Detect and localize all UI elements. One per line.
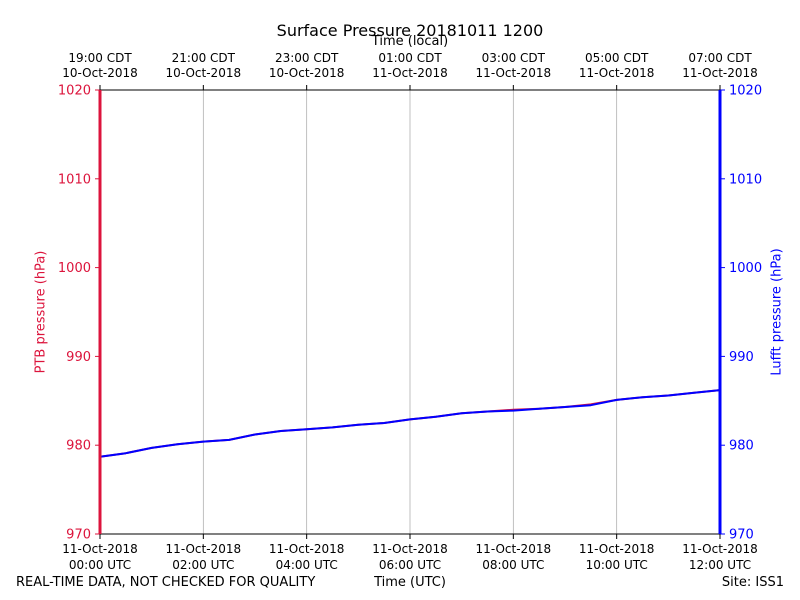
bottom-tick-date: 11-Oct-2018 <box>372 542 448 556</box>
chart-title: Surface Pressure 20181011 1200 <box>276 21 544 40</box>
bottom-tick-time: 12:00 UTC <box>689 558 751 572</box>
bottom-tick-date: 11-Oct-2018 <box>166 542 242 556</box>
x-axis-label: Time (UTC) <box>374 575 446 590</box>
quality-note: REAL-TIME DATA, NOT CHECKED FOR QUALITY <box>16 575 316 590</box>
top-tick-time: 07:00 CDT <box>688 51 752 65</box>
bottom-tick-time: 10:00 UTC <box>586 558 648 572</box>
top-tick-date: 10-Oct-2018 <box>166 66 242 80</box>
tick-labels: 970 970 980 980 990 990 1000 1000 1010 1010 1020 10… <box>58 51 762 572</box>
series-line-lufft <box>99 389 721 458</box>
grid-lines <box>202 90 618 534</box>
right-y-tick-label: 1000 <box>729 261 762 276</box>
right-y-axis-label: Lufft pressure (hPa) <box>769 248 785 376</box>
right-y-tick-label: 970 <box>729 528 754 543</box>
top-axis-label: Time (local) <box>371 34 449 49</box>
bottom-tick-time: 00:00 UTC <box>69 558 131 572</box>
right-y-tick-label: 1010 <box>729 172 762 187</box>
right-y-tick-label: 990 <box>729 350 754 365</box>
bottom-tick-time: 06:00 UTC <box>379 558 441 572</box>
bottom-tick-date: 11-Oct-2018 <box>682 542 758 556</box>
top-tick-date: 10-Oct-2018 <box>269 66 345 80</box>
top-tick-time: 01:00 CDT <box>378 51 442 65</box>
left-y-tick-label: 1010 <box>58 172 91 187</box>
top-tick-date: 11-Oct-2018 <box>579 66 655 80</box>
bottom-tick-time: 02:00 UTC <box>172 558 234 572</box>
bottom-tick-date: 11-Oct-2018 <box>579 542 655 556</box>
top-tick-date: 11-Oct-2018 <box>476 66 552 80</box>
left-y-tick-label: 980 <box>66 439 91 454</box>
bottom-tick-time: 08:00 UTC <box>482 558 544 572</box>
top-tick-date: 11-Oct-2018 <box>682 66 758 80</box>
top-tick-time: 23:00 CDT <box>275 51 339 65</box>
top-tick-time: 03:00 CDT <box>482 51 546 65</box>
site-label: Site: ISS1 <box>721 575 784 590</box>
left-y-tick-label: 990 <box>66 350 91 365</box>
top-tick-date: 10-Oct-2018 <box>62 66 138 80</box>
series-layer <box>99 389 721 458</box>
left-y-tick-label: 1020 <box>58 84 91 99</box>
left-y-tick-label: 970 <box>66 528 91 543</box>
bottom-tick-date: 11-Oct-2018 <box>269 542 345 556</box>
bottom-tick-time: 04:00 UTC <box>276 558 338 572</box>
top-tick-time: 19:00 CDT <box>68 51 132 65</box>
axes <box>95 85 725 539</box>
right-y-tick-label: 1020 <box>729 84 762 99</box>
top-tick-time: 21:00 CDT <box>172 51 236 65</box>
top-tick-date: 11-Oct-2018 <box>372 66 448 80</box>
top-tick-time: 05:00 CDT <box>585 51 649 65</box>
bottom-tick-date: 11-Oct-2018 <box>62 542 138 556</box>
left-y-tick-label: 1000 <box>58 261 91 276</box>
right-y-tick-label: 980 <box>729 439 754 454</box>
bottom-tick-date: 11-Oct-2018 <box>476 542 552 556</box>
left-y-axis-label: PTB pressure (hPa) <box>33 250 49 374</box>
